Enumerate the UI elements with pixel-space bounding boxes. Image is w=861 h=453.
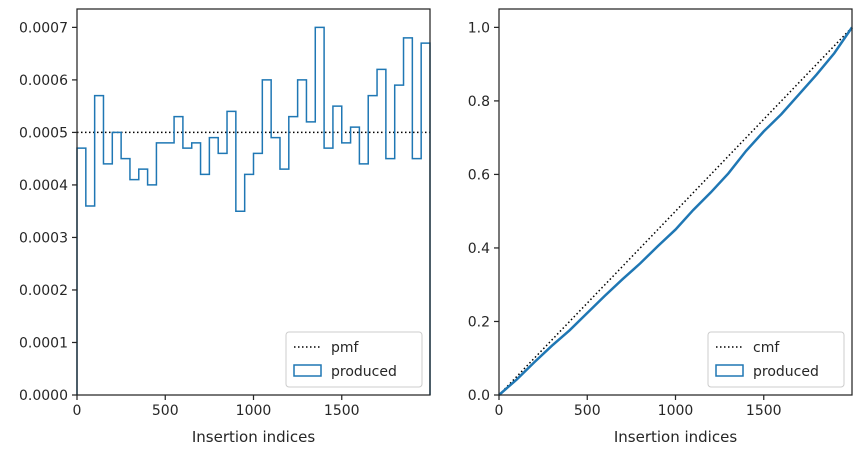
series-line-produced	[498, 26, 854, 396]
y-tick-label: 0.0	[468, 388, 490, 404]
x-axis-label: Insertion indices	[614, 428, 737, 446]
legend-label-produced: produced	[331, 364, 397, 380]
x-tick-label: 1500	[746, 403, 782, 419]
y-tick-label: 0.0005	[19, 125, 68, 141]
y-tick-label: 0.8	[468, 94, 490, 110]
legend-label-produced: produced	[753, 364, 819, 380]
y-tick-label: 0.0002	[19, 283, 68, 299]
legend-swatch-produced	[293, 364, 322, 377]
histogram-step-produced	[76, 26, 431, 395]
legend-box	[285, 331, 423, 388]
x-tick-label: 0	[73, 403, 82, 419]
chart-panel-left: 0 500 1000 1500 0.0000 0.0001 0.0002 0.0003 0.00…	[19, 8, 431, 446]
chart-panel-right: 0 500 1000 1500 0.0 0.2 0.4 0.6 0.8 1.0 Insertion …	[468, 8, 854, 446]
x-axis-label: Insertion indices	[192, 428, 315, 446]
series-line-cmf	[498, 26, 853, 396]
y-tick-label: 0.0003	[19, 230, 68, 246]
legend-swatch-produced	[715, 364, 744, 377]
y-tick-label: 0.0007	[19, 20, 68, 36]
y-tick-label: 1.0	[468, 20, 490, 36]
y-tick-label: 0.0001	[19, 335, 68, 351]
y-tick-label: 0.0006	[19, 73, 68, 89]
x-tick-label: 1000	[658, 403, 694, 419]
y-tick-label: 0.0004	[19, 178, 68, 194]
y-tick-label: 0.6	[468, 167, 490, 183]
x-tick-label: 500	[574, 403, 601, 419]
y-tick-label: 0.4	[468, 241, 490, 257]
x-tick-label: 1500	[324, 403, 360, 419]
legend-label-pmf: pmf	[331, 340, 360, 356]
legend-label-cmf: cmf	[753, 340, 780, 356]
y-tick-label: 0.2	[468, 314, 490, 330]
legend-box	[707, 331, 845, 388]
y-tick-label: 0.0000	[19, 388, 68, 404]
x-tick-label: 500	[152, 403, 179, 419]
x-tick-label: 1000	[236, 403, 272, 419]
x-tick-label: 0	[495, 403, 504, 419]
